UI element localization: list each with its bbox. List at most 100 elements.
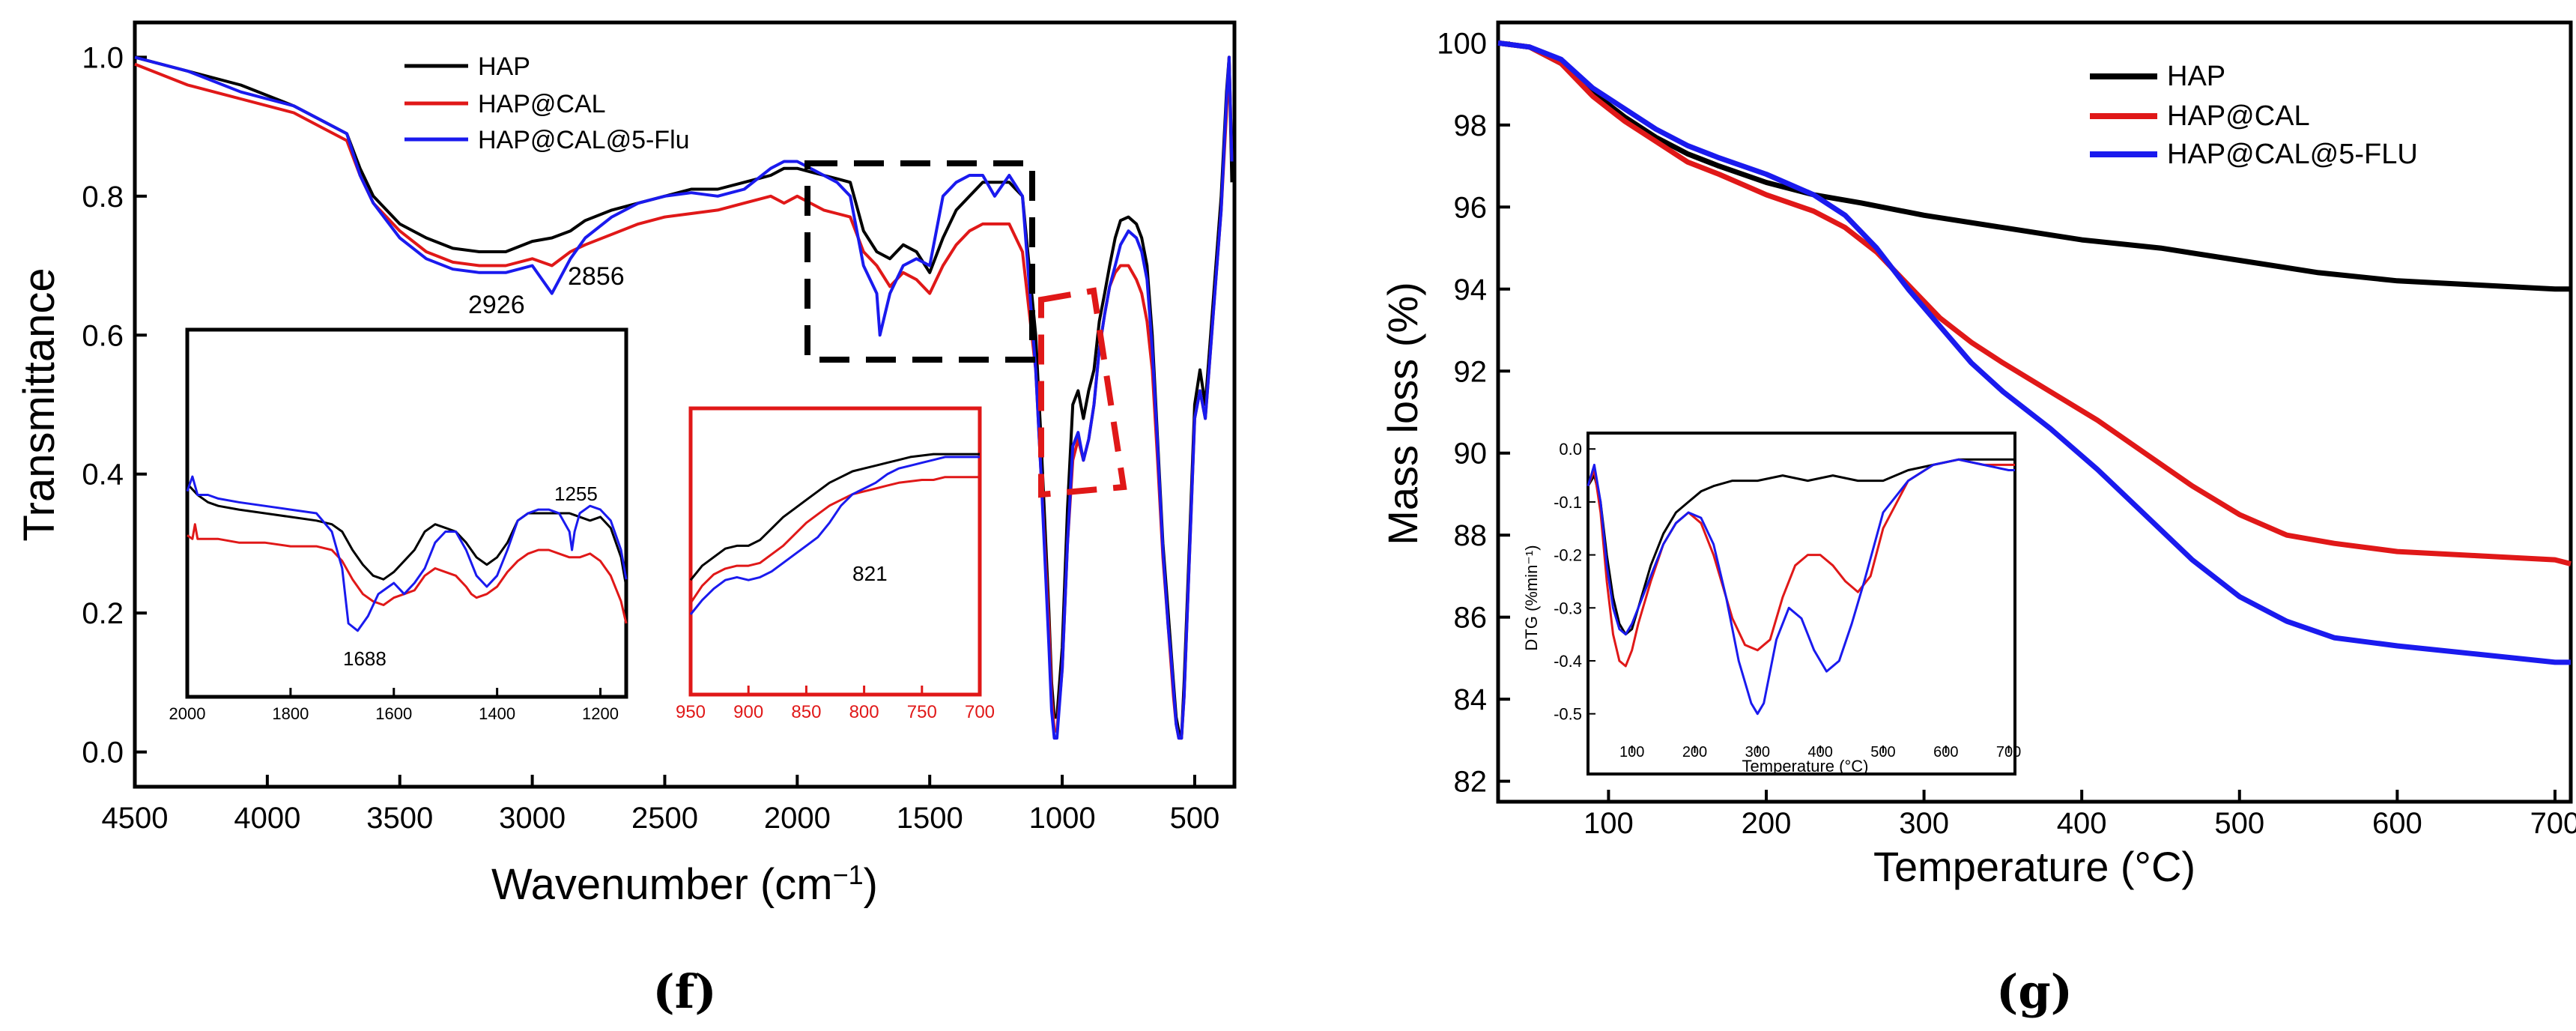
legend-label-hap-cal-g: HAP@CAL bbox=[2167, 100, 2310, 132]
g-x-tick-label: 100 bbox=[1584, 807, 1634, 840]
g-x-tick-label: 500 bbox=[2214, 807, 2264, 840]
inset-1-series-hap bbox=[186, 483, 628, 587]
legend-label-hap-g: HAP bbox=[2167, 61, 2225, 92]
x-tick-label: 2000 bbox=[764, 802, 831, 835]
inset-2-tick-label: 950 bbox=[676, 702, 706, 722]
inset-1-x-ticks: 2000 1800 1600 1400 1200 bbox=[169, 688, 619, 723]
g-y-tick-label: 94 bbox=[1454, 273, 1488, 306]
panel-f-legend: HAP HAP@CAL HAP@CAL@5-Flu bbox=[404, 52, 690, 154]
panel-f-x-ticks: 4500 4000 3500 3000 2500 2000 1500 1000 500 bbox=[102, 775, 1220, 835]
dtg-inset-x-label: Temperature (°C) bbox=[1742, 757, 1869, 775]
legend-label-hap-cal-5flu-g: HAP@CAL@5-FLU bbox=[2167, 139, 2418, 170]
panel-f-y-label: Transmittance bbox=[15, 267, 64, 541]
inset-1-tick-label: 1400 bbox=[479, 704, 515, 723]
panel-f-y-ticks: 0.0 0.2 0.4 0.6 0.8 1.0 bbox=[82, 41, 147, 770]
ftir-series-hap-cal-5-flu bbox=[134, 55, 1234, 740]
dtg-x-tick-label: 600 bbox=[1933, 744, 1958, 761]
dtg-series-hap-cal-5-flu bbox=[1586, 458, 2015, 716]
dtg-inset-series bbox=[1586, 458, 2015, 716]
inset-2-tick-label: 800 bbox=[849, 702, 879, 722]
caption-g: (g) bbox=[1996, 964, 2073, 1019]
inset-2-x-ticks: 950 900 850 800 750 700 bbox=[676, 686, 995, 722]
tga-series-hap bbox=[1497, 40, 2571, 292]
y-tick-label: 0.2 bbox=[82, 597, 124, 630]
dtg-x-tick-label: 700 bbox=[1996, 744, 2021, 761]
g-y-tick-label: 86 bbox=[1454, 602, 1488, 635]
g-y-tick-label: 96 bbox=[1454, 191, 1488, 224]
dtg-y-tick-label: 0.0 bbox=[1559, 440, 1582, 459]
panel-g-x-ticks: 100 200 300 400 500 600 700 bbox=[1584, 790, 2576, 840]
g-y-tick-label: 84 bbox=[1454, 683, 1488, 716]
y-tick-label: 0.8 bbox=[82, 181, 124, 214]
panel-g-inset: 100 200 300 400 500 600 700 0.0 -0.1 -0.2 -0.3 -0.… bbox=[1522, 432, 2021, 775]
panel-g: 82 84 86 88 90 92 94 96 98 100 100 200 300 400 500 600… bbox=[1379, 20, 2576, 1019]
tga-series-hap-cal bbox=[1497, 40, 2572, 566]
dtg-x-tick-label: 200 bbox=[1682, 744, 1707, 761]
g-x-tick-label: 300 bbox=[1899, 807, 1949, 840]
inset-1-tick-label: 2000 bbox=[169, 704, 206, 723]
y-tick-label: 1.0 bbox=[82, 41, 124, 74]
y-tick-label: 0.6 bbox=[82, 319, 124, 352]
tga-series-hap-cal-5-flu bbox=[1497, 40, 2571, 665]
inset-1-series-hap-cal bbox=[187, 523, 628, 624]
inset-2-series bbox=[689, 453, 980, 615]
legend-label-hap-cal: HAP@CAL bbox=[478, 90, 606, 118]
panel-f-inset-1: 2000 1800 1600 1400 1200 1688 1255 bbox=[169, 327, 628, 723]
inset-1-tick-label: 1600 bbox=[375, 704, 412, 723]
inset-2-series-hap-cal bbox=[689, 476, 980, 604]
legend-label-hap-cal-5flu: HAP@CAL@5-Flu bbox=[478, 126, 690, 154]
dtg-inset-y-label: DTG (%min⁻¹) bbox=[1522, 545, 1541, 650]
g-y-tick-label: 100 bbox=[1437, 27, 1487, 60]
dtg-y-tick-label: -0.5 bbox=[1554, 705, 1582, 724]
legend-label-hap: HAP bbox=[478, 52, 530, 81]
g-x-tick-label: 700 bbox=[2530, 807, 2576, 840]
dtg-y-tick-label: -0.3 bbox=[1554, 599, 1582, 617]
g-x-tick-label: 400 bbox=[2057, 807, 2107, 840]
dtg-inset-x-ticks: 100 200 300 400 500 600 700 bbox=[1619, 744, 2021, 761]
dtg-inset-frame bbox=[1586, 432, 2016, 775]
annotation-1255: 1255 bbox=[554, 483, 598, 505]
y-tick-label: 0.0 bbox=[82, 737, 124, 770]
x-tick-label: 2500 bbox=[631, 802, 698, 835]
dtg-series-hap-cal bbox=[1586, 458, 2015, 668]
annotation-1688: 1688 bbox=[343, 647, 387, 670]
g-y-tick-label: 82 bbox=[1454, 766, 1488, 799]
panel-f: 0.0 0.2 0.4 0.6 0.8 1.0 4500 4000 3500 3000 2500 2… bbox=[15, 20, 1237, 1019]
inset-2-tick-label: 750 bbox=[907, 702, 937, 722]
inset-2-tick-label: 850 bbox=[791, 702, 821, 722]
x-tick-label: 3000 bbox=[499, 802, 566, 835]
x-tick-label: 3500 bbox=[366, 802, 433, 835]
g-y-tick-label: 92 bbox=[1454, 355, 1488, 388]
dtg-x-tick-label: 100 bbox=[1619, 744, 1644, 761]
x-tick-label: 1500 bbox=[897, 802, 963, 835]
dtg-x-tick-label: 300 bbox=[1745, 744, 1770, 761]
g-y-tick-label: 88 bbox=[1454, 519, 1488, 552]
inset-1-tick-label: 1800 bbox=[272, 704, 309, 723]
x-tick-label: 4000 bbox=[234, 802, 300, 835]
black-dashed-box bbox=[804, 160, 1035, 363]
g-x-tick-label: 600 bbox=[2372, 807, 2422, 840]
panel-g-y-label: Mass loss (%) bbox=[1379, 282, 1426, 545]
dtg-inset-y-ticks: 0.0 -0.1 -0.2 -0.3 -0.4 -0.5 bbox=[1554, 440, 1595, 724]
x-tick-label: 1000 bbox=[1029, 802, 1096, 835]
annotation-2926: 2926 bbox=[468, 291, 525, 319]
panel-g-frame bbox=[1496, 20, 2573, 804]
annotation-821: 821 bbox=[852, 562, 888, 585]
dtg-x-tick-label: 500 bbox=[1870, 744, 1895, 761]
g-x-tick-label: 200 bbox=[1742, 807, 1792, 840]
dtg-x-tick-label: 400 bbox=[1807, 744, 1832, 761]
x-tick-label: 500 bbox=[1170, 802, 1220, 835]
dtg-series-hap bbox=[1586, 458, 2015, 636]
panel-g-x-label: Temperature (°C) bbox=[1873, 843, 2195, 890]
inset-2-frame bbox=[688, 406, 982, 697]
panel-f-x-label: Wavenumber (cm−1) bbox=[491, 859, 878, 910]
inset-2-tick-label: 900 bbox=[733, 702, 763, 722]
panel-f-series bbox=[134, 55, 1234, 740]
dtg-y-tick-label: -0.2 bbox=[1554, 546, 1582, 565]
panel-f-frame bbox=[133, 20, 1237, 789]
g-y-tick-label: 98 bbox=[1454, 109, 1488, 142]
inset-2-series-hap-cal-5-flu bbox=[689, 456, 980, 615]
caption-f: (f) bbox=[652, 964, 716, 1019]
dtg-y-tick-label: -0.1 bbox=[1554, 493, 1582, 512]
